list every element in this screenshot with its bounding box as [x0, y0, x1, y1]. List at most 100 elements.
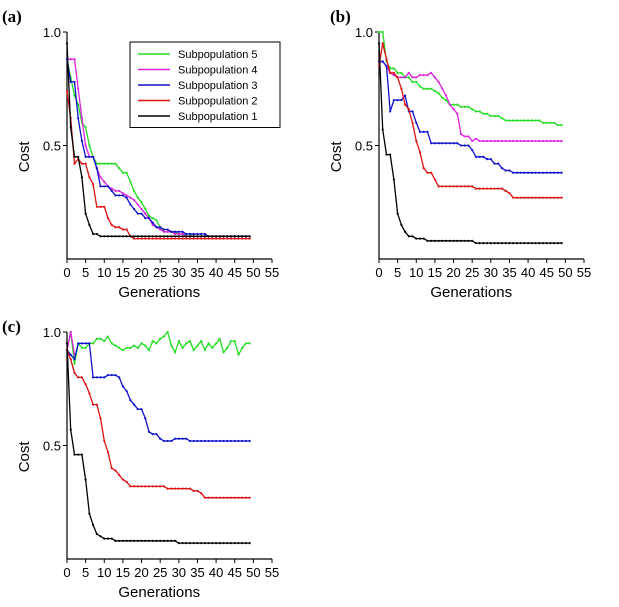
x-tick-label: 10: [97, 565, 111, 580]
data-point: [73, 371, 76, 374]
data-point: [129, 399, 132, 402]
data-point: [166, 235, 169, 238]
y-tick-label: 1.0: [43, 25, 61, 40]
data-point: [173, 232, 177, 236]
data-point: [489, 114, 492, 118]
series-subpopulation-2: [65, 89, 251, 240]
data-point: [73, 80, 76, 84]
data-point: [489, 242, 492, 245]
data-point: [523, 242, 526, 245]
data-point: [132, 235, 136, 238]
data-point: [214, 439, 218, 443]
data-point: [121, 228, 125, 231]
data-point: [426, 87, 429, 90]
data-point: [203, 349, 207, 352]
data-point: [95, 205, 98, 208]
data-point: [218, 439, 221, 443]
data-point: [203, 439, 207, 443]
data-point: [177, 437, 180, 440]
data-point: [237, 353, 240, 356]
data-point: [88, 512, 91, 515]
data-point: [192, 349, 195, 352]
data-point: [159, 539, 162, 542]
data-point: [129, 196, 132, 199]
data-point: [159, 237, 162, 240]
data-point: [244, 235, 248, 238]
data-point: [129, 203, 132, 206]
data-point: [140, 212, 143, 215]
x-tick-label: 35: [190, 265, 204, 280]
y-tick-label: 0.5: [355, 139, 373, 154]
data-point: [233, 542, 236, 545]
data-point: [147, 217, 151, 220]
data-point: [411, 235, 414, 238]
data-point: [103, 376, 106, 379]
data-point: [125, 480, 128, 483]
data-point: [441, 239, 444, 242]
data-point: [422, 87, 425, 90]
data-point: [118, 189, 121, 192]
data-point: [241, 496, 244, 499]
data-point: [106, 537, 110, 540]
data-point: [188, 232, 192, 236]
data-point: [463, 239, 466, 242]
data-point: [426, 239, 429, 242]
data-point: [177, 542, 180, 545]
data-point: [545, 196, 548, 199]
data-point: [77, 87, 80, 90]
data-point: [222, 351, 225, 354]
data-point: [188, 339, 192, 343]
data-point: [426, 171, 429, 174]
data-point: [84, 383, 87, 386]
data-point: [159, 226, 162, 229]
data-point: [493, 139, 496, 143]
data-point: [132, 237, 136, 240]
data-point: [400, 87, 403, 90]
data-point: [103, 205, 106, 208]
data-point: [203, 237, 207, 240]
data-point: [553, 121, 556, 124]
data-point: [110, 187, 113, 190]
data-point: [489, 158, 492, 161]
series-subpopulation-5: [377, 30, 563, 127]
data-point: [556, 171, 560, 174]
data-point: [106, 162, 110, 165]
data-point: [91, 403, 95, 406]
data-point: [545, 242, 548, 245]
data-point: [207, 542, 210, 545]
data-point: [84, 162, 87, 165]
data-point: [478, 155, 481, 158]
data-point: [118, 376, 121, 379]
data-point: [504, 242, 507, 245]
data-point: [226, 496, 229, 499]
data-point: [523, 139, 526, 143]
data-point: [241, 542, 244, 545]
data-point: [433, 142, 437, 145]
data-point: [538, 119, 541, 122]
data-point: [534, 139, 537, 143]
data-point: [441, 96, 444, 99]
data-point: [177, 235, 180, 238]
data-point: [140, 207, 143, 211]
data-point: [407, 71, 410, 74]
data-point: [385, 58, 388, 61]
data-point: [545, 121, 548, 124]
data-point: [188, 487, 192, 490]
data-point: [504, 119, 507, 122]
data-point: [437, 80, 440, 84]
data-point: [214, 342, 218, 345]
data-point: [538, 139, 541, 143]
data-point: [136, 485, 139, 488]
data-point: [121, 171, 125, 174]
data-point: [500, 117, 504, 120]
data-point: [553, 139, 556, 143]
data-point: [233, 235, 236, 238]
x-tick-label: 40: [521, 265, 535, 280]
data-point: [545, 139, 548, 143]
legend-label: Subpopulation 5: [178, 49, 258, 61]
data-point: [241, 237, 244, 240]
data-point: [95, 167, 98, 170]
data-point: [541, 196, 545, 199]
data-point: [114, 189, 117, 192]
data-point: [151, 217, 154, 220]
